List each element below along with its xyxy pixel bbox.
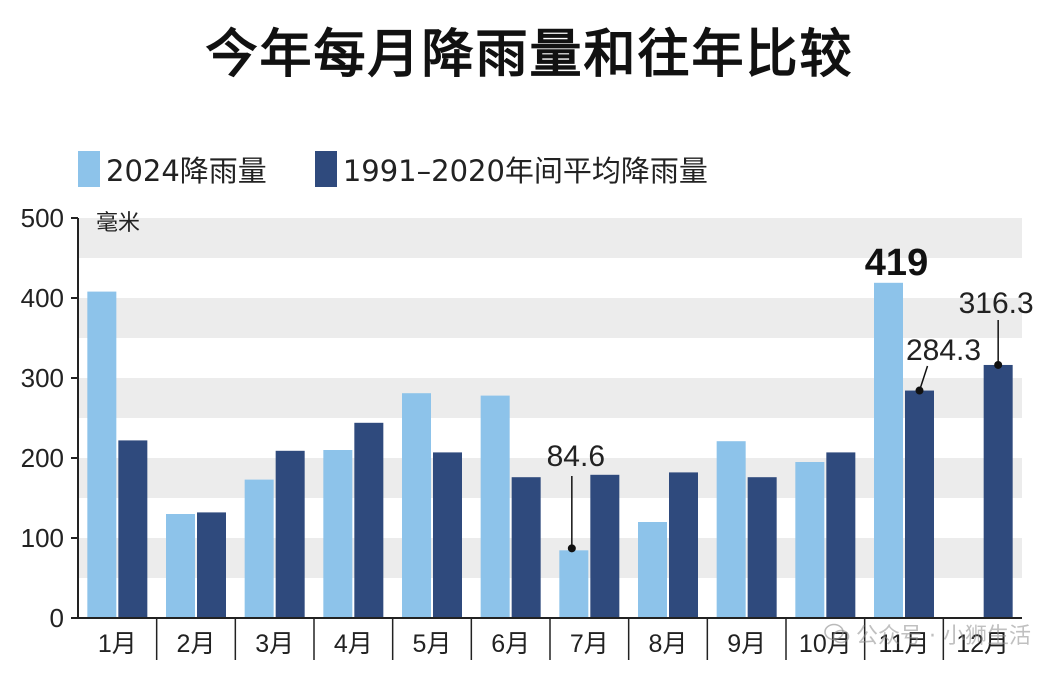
x-tick-label: 3月 — [255, 630, 294, 658]
grid-band — [78, 458, 1022, 498]
bar-2024 — [795, 462, 825, 618]
grid-bands — [78, 218, 1022, 578]
data-label: 84.6 — [547, 440, 605, 473]
bar-average — [275, 450, 305, 618]
annotation-dot — [567, 544, 576, 553]
bar-2024 — [874, 282, 903, 618]
grid-band — [78, 378, 1022, 418]
bar-2024 — [559, 550, 589, 618]
bar-average — [354, 422, 384, 618]
legend-swatch-average — [314, 151, 337, 187]
grid-band — [78, 218, 1022, 258]
y-tick-label: 200 — [21, 443, 64, 473]
bar-2024 — [166, 514, 195, 618]
bar-2024 — [716, 441, 746, 618]
x-tick-label: 5月 — [413, 630, 452, 658]
bar-average — [826, 452, 856, 618]
y-tick-label: 300 — [21, 363, 64, 393]
bar-average — [747, 477, 777, 618]
data-label: 419 — [865, 242, 928, 284]
legend: 2024降雨量 1991–2020年间平均降雨量 — [78, 148, 756, 190]
bar-average — [590, 474, 620, 618]
bar-average — [669, 472, 698, 618]
x-tick-label: 8月 — [649, 630, 688, 658]
legend-label-average: 1991–2020年间平均降雨量 — [342, 154, 708, 188]
x-tick-label: 4月 — [334, 630, 373, 658]
bar-2024 — [244, 479, 274, 618]
data-label: 316.3 — [959, 287, 1034, 320]
y-tick-label: 400 — [21, 283, 64, 313]
data-label: 284.3 — [906, 334, 981, 367]
x-tick-label: 1月 — [98, 630, 137, 658]
wechat-icon — [824, 623, 850, 644]
annotation-dot — [915, 386, 924, 395]
bar-2024 — [480, 395, 510, 618]
legend-item-2024: 2024降雨量 — [78, 148, 267, 190]
y-axis: 0 100 200 300 400 500 毫米 — [21, 203, 140, 633]
watermark: 公众号 · 小狮生活 — [824, 618, 1031, 650]
grid-band — [78, 298, 1022, 338]
watermark-text: 公众号 · 小狮生活 — [856, 624, 1031, 649]
y-tick-label: 100 — [21, 523, 64, 553]
legend-item-average: 1991–2020年间平均降雨量 — [314, 148, 708, 190]
bar-average — [118, 440, 148, 618]
bar-average — [905, 390, 934, 618]
bar-2024 — [638, 522, 667, 618]
bar-2024 — [323, 450, 353, 618]
x-tick-label: 7月 — [570, 630, 609, 658]
legend-label-2024: 2024降雨量 — [106, 154, 267, 188]
annotations: 84.6 419 284.3 316.3 — [547, 242, 1034, 553]
x-tick-label: 2月 — [177, 630, 216, 658]
annotation-dot — [994, 360, 1003, 369]
y-tick-label: 0 — [50, 603, 64, 633]
legend-swatch-2024 — [78, 151, 100, 187]
chart-title: 今年每月降雨量和往年比较 — [205, 25, 854, 85]
annotation-leader — [918, 365, 929, 391]
bars — [87, 282, 1013, 618]
bar-average — [197, 512, 226, 618]
y-tick-label: 500 — [21, 203, 64, 233]
bar-2024 — [87, 291, 117, 618]
bar-average — [433, 452, 462, 618]
bar-average — [511, 477, 541, 618]
grid-band — [78, 538, 1022, 578]
x-tick-label: 6月 — [491, 630, 530, 658]
x-tick-label: 9月 — [727, 630, 766, 658]
bar-average — [983, 364, 1013, 618]
y-axis-unit-label: 毫米 — [96, 210, 140, 235]
bar-2024 — [402, 393, 431, 618]
